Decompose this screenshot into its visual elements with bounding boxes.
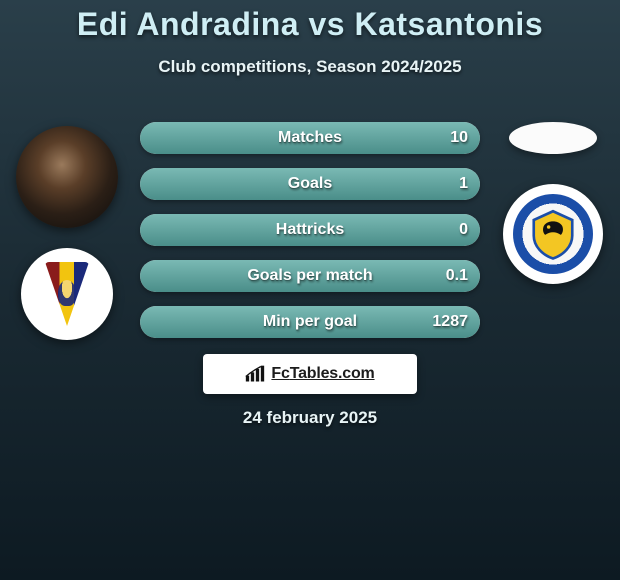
stat-label: Goals [288,175,332,193]
brand-prefix: Fc [271,365,289,382]
player1-club-badge [21,248,113,340]
brand-suffix: .com [338,365,375,382]
player1-avatar [16,126,118,228]
right-column [494,122,612,284]
stat-row-goals-per-match: Goals per match 0.1 [140,260,480,292]
stat-row-matches: Matches 10 [140,122,480,154]
stat-label: Goals per match [247,267,372,285]
stats-bars: Matches 10 Goals 1 Hattricks 0 Goals per… [140,122,480,338]
stat-label: Matches [278,129,342,147]
brand-main: Tables [290,365,338,382]
player2-avatar [509,122,597,154]
stat-label: Min per goal [263,313,357,331]
stat-value: 0.1 [446,267,468,285]
left-column [8,126,126,340]
stat-value: 1287 [432,313,468,331]
brand-text: FcTables.com [271,365,374,383]
stat-row-goals: Goals 1 [140,168,480,200]
pennant-icon [45,262,89,326]
stat-value: 0 [459,221,468,239]
page-subtitle: Club competitions, Season 2024/2025 [0,57,620,77]
stat-value: 10 [450,129,468,147]
stat-value: 1 [459,175,468,193]
header: Edi Andradina vs Katsantonis Club compet… [0,0,620,77]
stat-row-hattricks: Hattricks 0 [140,214,480,246]
bar-chart-icon [245,365,265,383]
piast-crest-icon [513,194,593,274]
stat-label: Hattricks [276,221,344,239]
date-text: 24 february 2025 [243,408,377,428]
player2-club-badge [503,184,603,284]
stat-row-min-per-goal: Min per goal 1287 [140,306,480,338]
fctables-badge[interactable]: FcTables.com [203,354,417,394]
page-title: Edi Andradina vs Katsantonis [0,6,620,43]
